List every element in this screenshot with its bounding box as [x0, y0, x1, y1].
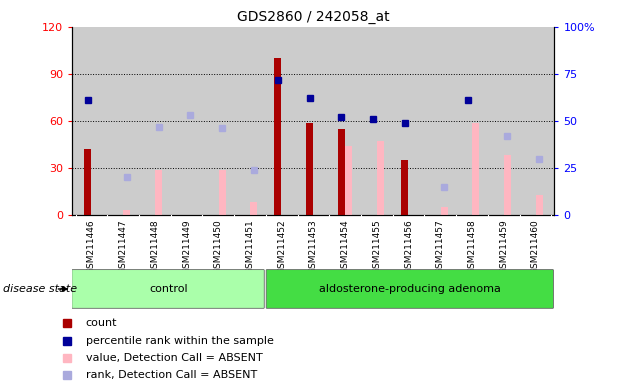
- Text: GSM211457: GSM211457: [436, 220, 445, 275]
- Bar: [472, 122, 479, 215]
- Bar: [275, 58, 282, 215]
- Text: GSM211446: GSM211446: [87, 220, 96, 275]
- Text: GSM211455: GSM211455: [372, 220, 381, 275]
- Title: GDS2860 / 242058_at: GDS2860 / 242058_at: [237, 10, 390, 25]
- Bar: [504, 156, 511, 215]
- Bar: [377, 141, 384, 215]
- Bar: [536, 195, 542, 215]
- Bar: [84, 149, 91, 215]
- Text: control: control: [149, 284, 188, 294]
- Text: percentile rank within the sample: percentile rank within the sample: [86, 336, 273, 346]
- Bar: [306, 122, 313, 215]
- Bar: [440, 207, 447, 215]
- Text: GSM211456: GSM211456: [404, 220, 413, 275]
- Text: GSM211447: GSM211447: [118, 220, 128, 275]
- Text: GSM211458: GSM211458: [467, 220, 476, 275]
- Bar: [219, 170, 226, 215]
- Text: GSM211453: GSM211453: [309, 220, 318, 275]
- Text: GSM211452: GSM211452: [277, 220, 286, 275]
- FancyBboxPatch shape: [266, 270, 553, 308]
- Bar: [338, 129, 345, 215]
- Bar: [401, 160, 408, 215]
- Bar: [123, 210, 130, 215]
- Text: GSM211460: GSM211460: [531, 220, 540, 275]
- Text: value, Detection Call = ABSENT: value, Detection Call = ABSENT: [86, 353, 263, 363]
- Bar: [250, 202, 257, 215]
- Text: GSM211454: GSM211454: [341, 220, 350, 275]
- FancyBboxPatch shape: [72, 270, 264, 308]
- Text: GSM211448: GSM211448: [151, 220, 159, 275]
- Bar: [345, 146, 352, 215]
- Text: aldosterone-producing adenoma: aldosterone-producing adenoma: [319, 284, 501, 294]
- Text: disease state: disease state: [3, 284, 77, 294]
- Text: count: count: [86, 318, 117, 328]
- Text: GSM211459: GSM211459: [499, 220, 508, 275]
- Text: GSM211451: GSM211451: [246, 220, 255, 275]
- Text: GSM211449: GSM211449: [182, 220, 191, 275]
- Text: GSM211450: GSM211450: [214, 220, 223, 275]
- Bar: [155, 170, 162, 215]
- Text: rank, Detection Call = ABSENT: rank, Detection Call = ABSENT: [86, 370, 257, 380]
